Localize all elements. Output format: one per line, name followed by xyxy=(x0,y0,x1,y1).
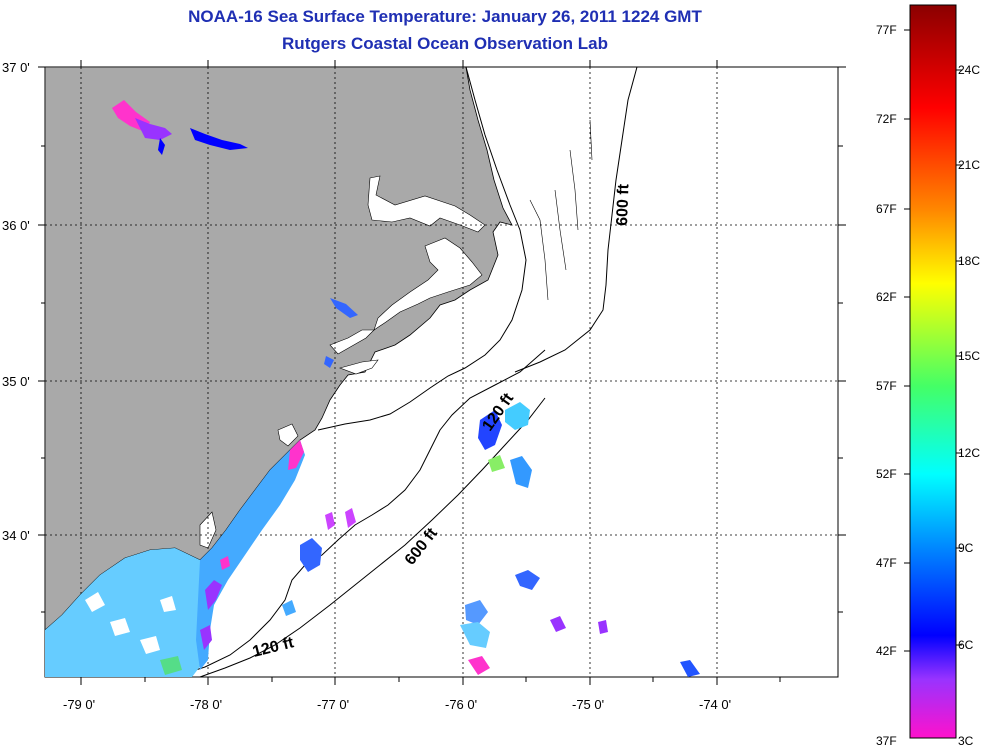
colorbar-c-12: 12C xyxy=(958,446,980,460)
lat-ticks xyxy=(38,66,846,613)
colorbar-c-18: 18C xyxy=(958,254,980,268)
colorbar-f-37: 37F xyxy=(876,734,897,748)
isobath-600ft-south xyxy=(199,397,546,677)
colorbar-c-9: 9C xyxy=(958,541,974,555)
colorbar-c-6: 6C xyxy=(958,638,974,652)
lat-label-37: 37 0' xyxy=(2,60,30,75)
bogue-sound xyxy=(277,423,299,447)
lon-label-77: -77 0' xyxy=(317,697,349,712)
neuse-river xyxy=(339,359,379,375)
lat-label-35: 35 0' xyxy=(2,374,30,389)
isobath-600ft-north xyxy=(514,67,638,373)
colorbar-c-15: 15C xyxy=(958,349,980,363)
colorbar-f-77: 77F xyxy=(876,23,897,37)
colorbar-ticks xyxy=(904,29,962,652)
lon-label-76: -76 0' xyxy=(445,697,477,712)
graticule xyxy=(45,67,838,677)
lon-label-79: -79 0' xyxy=(63,697,95,712)
lat-label-36: 36 0' xyxy=(2,218,30,233)
colorbar-f-62: 62F xyxy=(876,290,897,304)
colorbar-f-67: 67F xyxy=(876,202,897,216)
pamlico-river xyxy=(329,329,375,355)
temperature-colorbar xyxy=(909,4,957,739)
lon-label-75: -75 0' xyxy=(572,697,604,712)
colorbar-c-3: 3C xyxy=(958,734,974,748)
isobath-120ft xyxy=(164,349,546,677)
colorbar-f-52: 52F xyxy=(876,467,897,481)
colorbar-c-21: 21C xyxy=(958,158,980,172)
colorbar-f-42: 42F xyxy=(876,644,897,658)
colorbar-c-24: 24C xyxy=(958,63,980,77)
lon-label-78: -78 0' xyxy=(190,697,222,712)
colorbar-f-47: 47F xyxy=(876,556,897,570)
lon-ticks xyxy=(80,60,781,685)
outer-banks xyxy=(317,67,527,431)
pamlico-sound xyxy=(373,237,483,331)
depth-label-600ft-north: 600 ft xyxy=(614,183,632,226)
albemarle-sound xyxy=(367,175,486,233)
map-subtitle: Rutgers Coastal Ocean Observation Lab xyxy=(282,34,608,53)
sst-data xyxy=(45,100,700,677)
lon-label-74: -74 0' xyxy=(699,697,731,712)
cape-fear-river xyxy=(199,511,217,549)
lat-label-34: 34 0' xyxy=(2,528,30,543)
map-title: NOAA-16 Sea Surface Temperature: January… xyxy=(188,7,702,26)
colorbar-f-57: 57F xyxy=(876,379,897,393)
colorbar-f-72: 72F xyxy=(876,112,897,126)
